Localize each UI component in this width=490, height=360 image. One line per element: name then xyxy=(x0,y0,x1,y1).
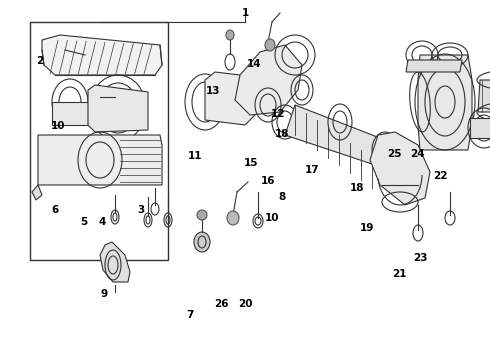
Polygon shape xyxy=(470,118,490,138)
Text: 10: 10 xyxy=(265,213,279,223)
Text: 25: 25 xyxy=(387,149,402,159)
Text: 17: 17 xyxy=(305,165,320,175)
Text: 2: 2 xyxy=(37,56,44,66)
Polygon shape xyxy=(235,45,302,115)
Polygon shape xyxy=(42,35,162,75)
Polygon shape xyxy=(100,242,130,282)
Polygon shape xyxy=(418,55,472,150)
Text: 12: 12 xyxy=(271,109,286,120)
Text: 9: 9 xyxy=(100,289,107,300)
Text: 7: 7 xyxy=(186,310,194,320)
Text: 21: 21 xyxy=(392,269,407,279)
Text: 19: 19 xyxy=(359,222,374,233)
Polygon shape xyxy=(38,135,162,185)
Text: 5: 5 xyxy=(81,217,88,228)
Text: 1: 1 xyxy=(242,8,248,18)
Text: 6: 6 xyxy=(51,204,58,215)
Ellipse shape xyxy=(194,232,210,252)
Text: 18: 18 xyxy=(274,129,289,139)
Text: 24: 24 xyxy=(410,149,425,159)
Text: 10: 10 xyxy=(50,121,65,131)
Ellipse shape xyxy=(226,30,234,40)
Text: 16: 16 xyxy=(261,176,276,186)
Polygon shape xyxy=(370,132,430,205)
Ellipse shape xyxy=(227,211,239,225)
Text: 18: 18 xyxy=(349,183,364,193)
Polygon shape xyxy=(205,72,265,125)
Text: 11: 11 xyxy=(188,150,202,161)
Text: 26: 26 xyxy=(214,299,229,309)
Polygon shape xyxy=(88,85,148,132)
Polygon shape xyxy=(52,102,88,125)
Polygon shape xyxy=(406,60,462,72)
Polygon shape xyxy=(478,80,490,112)
Polygon shape xyxy=(285,105,385,165)
Text: 4: 4 xyxy=(98,217,106,228)
Text: 13: 13 xyxy=(206,86,220,96)
Text: 20: 20 xyxy=(238,299,252,309)
Text: 22: 22 xyxy=(433,171,447,181)
Ellipse shape xyxy=(265,39,275,51)
Text: 3: 3 xyxy=(138,204,145,215)
Text: 15: 15 xyxy=(244,158,258,168)
Ellipse shape xyxy=(197,210,207,220)
Text: 23: 23 xyxy=(413,253,428,264)
Text: 14: 14 xyxy=(246,59,261,69)
Bar xyxy=(30,22,168,260)
Polygon shape xyxy=(32,185,42,200)
Text: 8: 8 xyxy=(278,192,285,202)
